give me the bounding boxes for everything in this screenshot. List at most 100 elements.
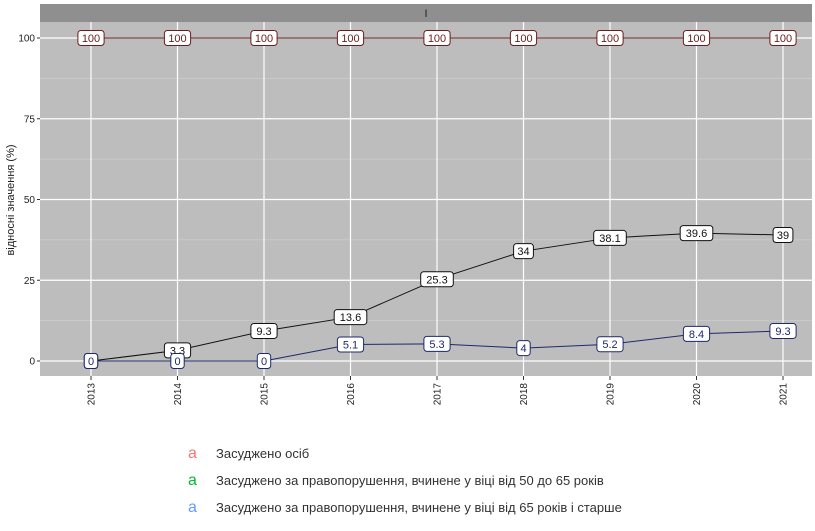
data-label-text: 9.3 — [256, 326, 271, 338]
data-label: 5.3 — [423, 335, 451, 352]
data-label-box — [769, 30, 797, 46]
x-tick-label: 2015 — [260, 383, 271, 406]
y-axis-title: відносні значення (%) — [5, 144, 17, 255]
data-label: 0 — [83, 353, 99, 369]
data-label: 8.4 — [682, 325, 711, 342]
data-label: 39 — [772, 227, 794, 244]
data-label-text: 100 — [82, 33, 100, 45]
data-label-box — [596, 336, 624, 353]
data-label-text: 100 — [774, 33, 792, 45]
data-label-box — [423, 335, 451, 352]
data-label-text: 34 — [517, 246, 529, 258]
data-label-box — [77, 30, 105, 46]
data-label-text: 39 — [777, 230, 789, 242]
data-label-text: 0 — [174, 356, 180, 368]
data-label-box — [256, 353, 272, 369]
y-tick-label: 50 — [24, 195, 36, 206]
data-label: 100 — [423, 30, 451, 46]
x-tick-label: 2020 — [692, 383, 703, 406]
data-label: 0 — [170, 353, 185, 369]
legend-item: a Засуджено за правопорушення, вчинене у… — [188, 494, 622, 521]
data-label: 0 — [256, 353, 272, 369]
y-tick-label: 0 — [29, 357, 35, 368]
data-label-text: 100 — [428, 33, 446, 45]
data-label-box — [250, 322, 278, 339]
data-label-text: 9.3 — [775, 326, 790, 338]
data-label-text: 100 — [687, 33, 705, 45]
x-tick-label: 2018 — [519, 383, 530, 406]
data-label-text: 5.3 — [429, 339, 444, 351]
data-label: 100 — [77, 30, 105, 46]
data-label-text: 100 — [514, 33, 532, 45]
data-label-box — [333, 309, 368, 326]
data-label-box — [336, 30, 365, 46]
x-axis: 2013 2014 2015 2016 2017 2018 2019 2020 2021 — [87, 376, 790, 405]
data-label-box — [336, 336, 365, 353]
x-tick-label: 2019 — [606, 383, 617, 406]
data-label-box — [170, 353, 185, 369]
data-label: 5.2 — [596, 336, 624, 353]
data-label-text: 0 — [261, 356, 267, 368]
data-label: 38.1 — [593, 229, 627, 246]
y-tick-label: 100 — [18, 34, 35, 45]
strip-background — [40, 4, 812, 22]
strip-label: I — [424, 8, 427, 20]
data-label: 100 — [163, 30, 192, 46]
data-label-box — [250, 30, 278, 46]
data-labels: 10010010010010010010010010003.39.313.625… — [77, 30, 797, 369]
data-label-text: 100 — [601, 33, 619, 45]
x-tick-label: 2014 — [173, 383, 184, 406]
x-tick-label: 2013 — [87, 383, 98, 406]
data-label: 25.3 — [420, 271, 454, 288]
data-label: 100 — [336, 30, 365, 46]
data-label-box — [596, 30, 624, 46]
data-label: 4 — [516, 340, 531, 357]
legend-key: a — [188, 498, 197, 516]
data-label-text: 5.1 — [343, 340, 358, 352]
data-label: 100 — [250, 30, 278, 46]
data-label-box — [513, 243, 534, 260]
y-tick-label: 25 — [24, 276, 36, 287]
legend-label: Засуджено за правопорушення, вчинене у в… — [216, 473, 604, 488]
data-label-text: 0 — [88, 356, 94, 368]
data-label: 5.1 — [336, 336, 365, 353]
data-label: 100 — [596, 30, 624, 46]
data-label-box — [83, 353, 99, 369]
legend-label: Засуджено осіб — [216, 446, 310, 461]
data-label: 13.6 — [333, 309, 368, 326]
data-label: 100 — [769, 30, 797, 46]
panel-background — [40, 4, 812, 376]
x-tick-label: 2016 — [346, 383, 357, 406]
legend-item: a Засуджено осіб — [188, 440, 622, 467]
legend-key: a — [188, 444, 197, 462]
data-label-box — [516, 340, 531, 357]
data-label-box — [420, 271, 454, 288]
data-label: 39.6 — [679, 225, 714, 242]
data-label-text: 38.1 — [599, 233, 620, 245]
x-tick-label: 2017 — [433, 383, 444, 406]
y-axis: 0 25 50 75 100 — [18, 34, 40, 368]
data-label-text: 4 — [520, 343, 526, 355]
data-label-box — [509, 30, 538, 46]
data-label: 9.3 — [769, 322, 797, 339]
data-label-box — [593, 229, 627, 246]
data-label: 9.3 — [250, 322, 278, 339]
data-label-text: 100 — [341, 33, 359, 45]
data-label-box — [163, 30, 192, 46]
data-label: 100 — [682, 30, 711, 46]
data-label-text: 39.6 — [686, 228, 707, 240]
data-label-box — [682, 325, 711, 342]
data-label-text: 25.3 — [426, 274, 447, 286]
data-label: 100 — [509, 30, 538, 46]
legend: a Засуджено осіб a Засуджено за правопор… — [188, 440, 622, 521]
data-label-text: 100 — [168, 33, 186, 45]
data-label-text: 100 — [255, 33, 273, 45]
x-tick-label: 2021 — [779, 383, 790, 406]
y-tick-label: 75 — [24, 114, 36, 125]
data-label-box — [679, 225, 714, 242]
data-label-text: 13.6 — [340, 312, 361, 324]
data-label-box — [423, 30, 451, 46]
data-label-box — [769, 322, 797, 339]
legend-item: a Засуджено за правопорушення, вчинене у… — [188, 467, 622, 494]
